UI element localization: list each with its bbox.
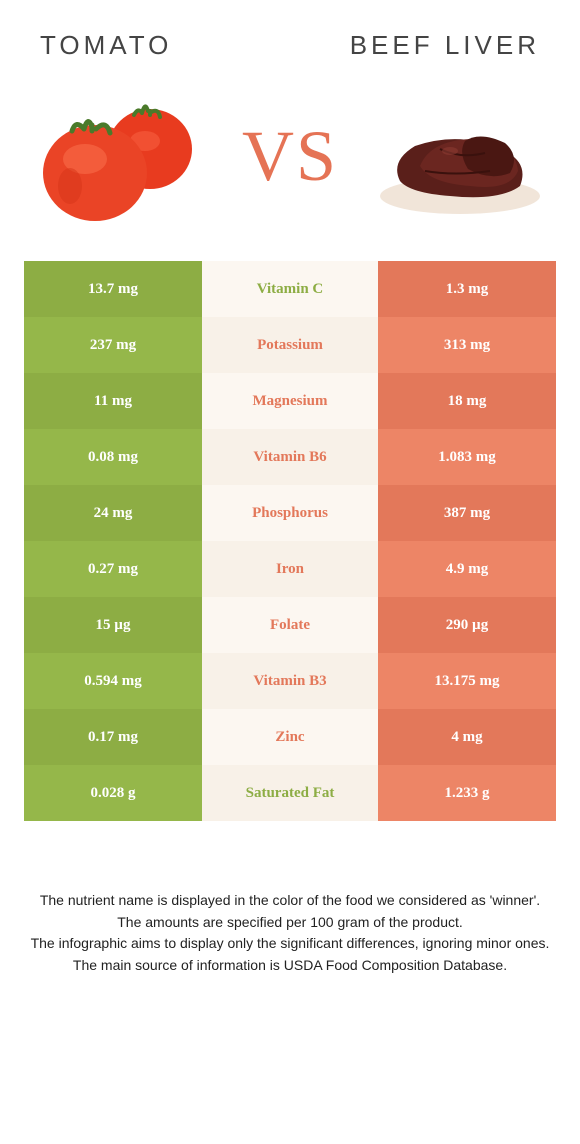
nutrient-left-value: 15 µg <box>24 597 202 653</box>
nutrient-row: 0.594 mgVitamin B313.175 mg <box>24 653 556 709</box>
nutrient-table: 13.7 mgVitamin C1.3 mg237 mgPotassium313… <box>0 251 580 821</box>
nutrient-name: Magnesium <box>202 373 378 429</box>
nutrient-row: 15 µgFolate290 µg <box>24 597 556 653</box>
nutrient-left-value: 0.17 mg <box>24 709 202 765</box>
footer-line: The amounts are specified per 100 gram o… <box>30 913 550 933</box>
nutrient-right-value: 4.9 mg <box>378 541 556 597</box>
nutrient-row: 24 mgPhosphorus387 mg <box>24 485 556 541</box>
nutrient-name: Phosphorus <box>202 485 378 541</box>
tomato-image <box>30 91 210 221</box>
nutrient-right-value: 1.083 mg <box>378 429 556 485</box>
vs-label: VS <box>242 115 338 198</box>
nutrient-name: Saturated Fat <box>202 765 378 821</box>
nutrient-name: Vitamin C <box>202 261 378 317</box>
nutrient-name: Folate <box>202 597 378 653</box>
nutrient-left-value: 13.7 mg <box>24 261 202 317</box>
title-right: Beef Liver <box>350 30 540 61</box>
nutrient-right-value: 1.3 mg <box>378 261 556 317</box>
nutrient-row: 0.08 mgVitamin B61.083 mg <box>24 429 556 485</box>
nutrient-name: Zinc <box>202 709 378 765</box>
nutrient-right-value: 1.233 g <box>378 765 556 821</box>
nutrient-left-value: 0.08 mg <box>24 429 202 485</box>
footer-line: The infographic aims to display only the… <box>30 934 550 954</box>
nutrient-row: 0.028 gSaturated Fat1.233 g <box>24 765 556 821</box>
footer-line: The nutrient name is displayed in the co… <box>30 891 550 911</box>
nutrient-right-value: 13.175 mg <box>378 653 556 709</box>
nutrient-row: 11 mgMagnesium18 mg <box>24 373 556 429</box>
nutrient-left-value: 0.594 mg <box>24 653 202 709</box>
nutrient-row: 237 mgPotassium313 mg <box>24 317 556 373</box>
nutrient-right-value: 18 mg <box>378 373 556 429</box>
nutrient-right-value: 387 mg <box>378 485 556 541</box>
liver-image <box>370 91 550 221</box>
header: Tomato Beef Liver <box>0 0 580 81</box>
title-left: Tomato <box>40 30 172 61</box>
footer-text: The nutrient name is displayed in the co… <box>0 821 580 975</box>
visual-row: VS <box>0 81 580 251</box>
nutrient-name: Iron <box>202 541 378 597</box>
nutrient-left-value: 237 mg <box>24 317 202 373</box>
nutrient-left-value: 0.27 mg <box>24 541 202 597</box>
nutrient-name: Vitamin B6 <box>202 429 378 485</box>
nutrient-name: Potassium <box>202 317 378 373</box>
nutrient-right-value: 313 mg <box>378 317 556 373</box>
nutrient-left-value: 11 mg <box>24 373 202 429</box>
nutrient-left-value: 0.028 g <box>24 765 202 821</box>
nutrient-row: 13.7 mgVitamin C1.3 mg <box>24 261 556 317</box>
nutrient-right-value: 4 mg <box>378 709 556 765</box>
nutrient-right-value: 290 µg <box>378 597 556 653</box>
nutrient-name: Vitamin B3 <box>202 653 378 709</box>
nutrient-row: 0.27 mgIron4.9 mg <box>24 541 556 597</box>
nutrient-rows: 13.7 mgVitamin C1.3 mg237 mgPotassium313… <box>24 261 556 821</box>
footer-line: The main source of information is USDA F… <box>30 956 550 976</box>
nutrient-left-value: 24 mg <box>24 485 202 541</box>
nutrient-row: 0.17 mgZinc4 mg <box>24 709 556 765</box>
